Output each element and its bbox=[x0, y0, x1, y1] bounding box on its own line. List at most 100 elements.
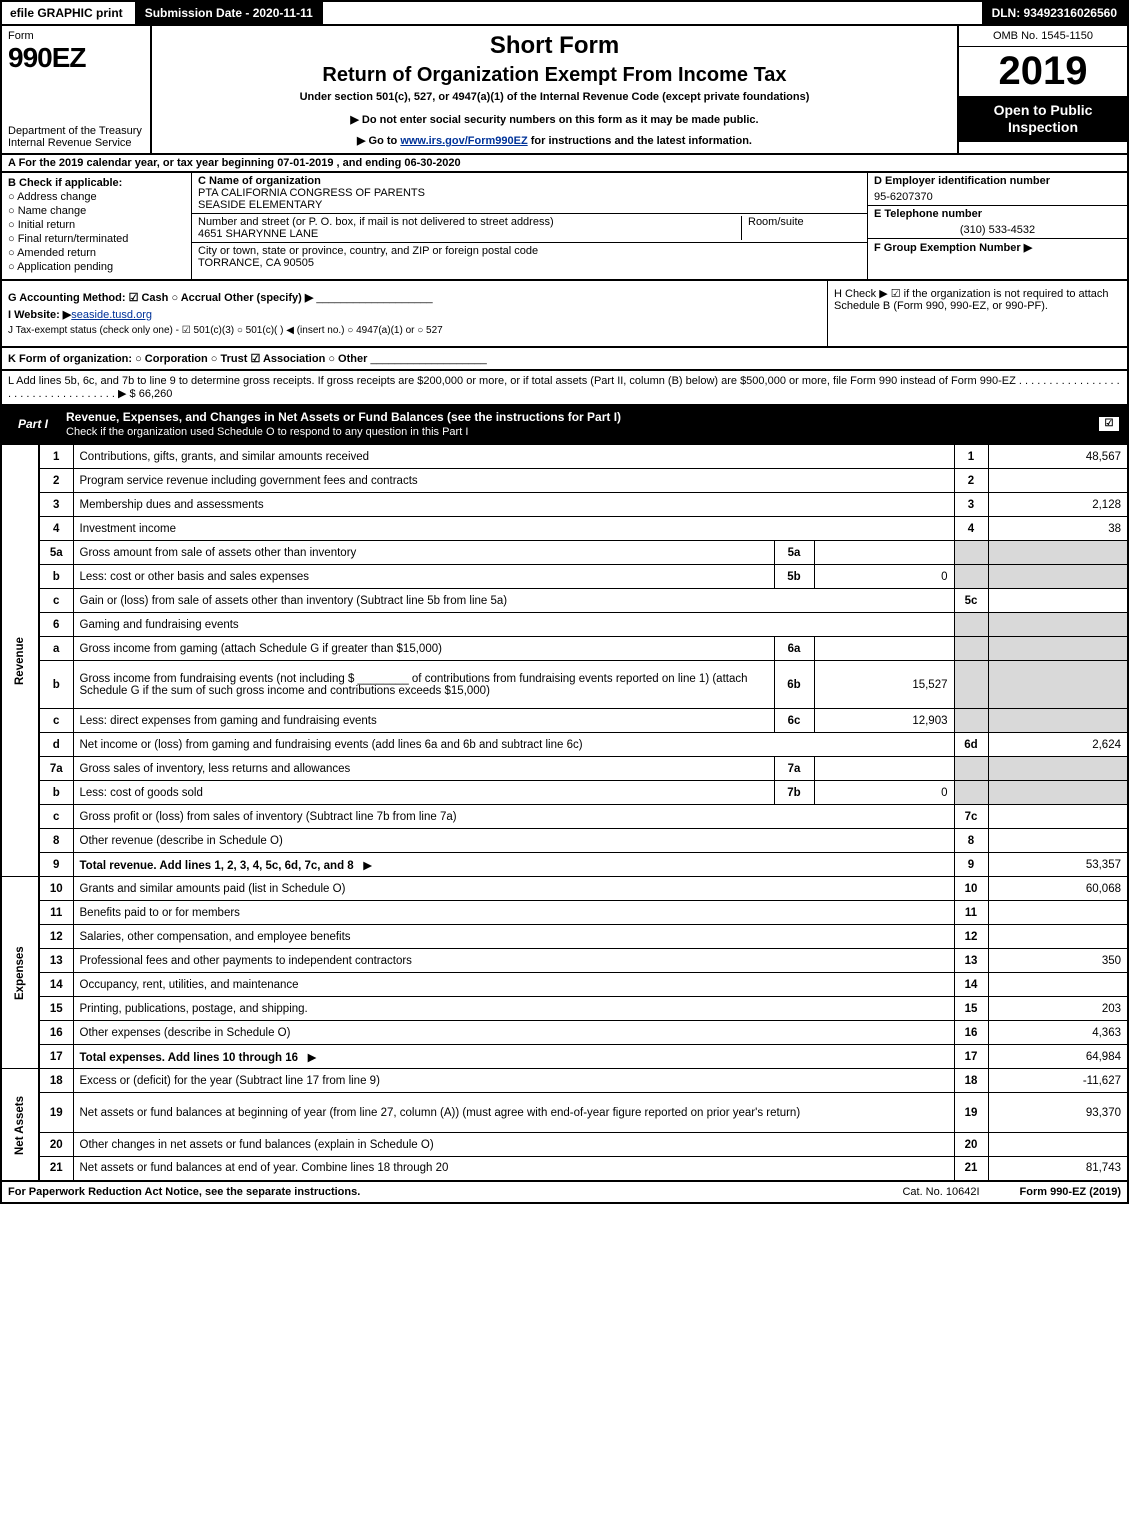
line-val: -11,627 bbox=[988, 1069, 1128, 1093]
table-row: 21 Net assets or fund balances at end of… bbox=[1, 1157, 1128, 1181]
chk-address-change[interactable]: Address change bbox=[8, 191, 185, 203]
table-row: 19 Net assets or fund balances at beginn… bbox=[1, 1093, 1128, 1133]
section-b-title: B Check if applicable: bbox=[8, 177, 185, 189]
line-num: 13 bbox=[39, 949, 73, 973]
line-desc: Gaming and fundraising events bbox=[73, 613, 954, 637]
line-num: 3 bbox=[39, 493, 73, 517]
line-desc: Other changes in net assets or fund bala… bbox=[73, 1133, 954, 1157]
line-j: J Tax-exempt status (check only one) - ☑… bbox=[8, 325, 821, 336]
line-val: 38 bbox=[988, 517, 1128, 541]
line-num: 20 bbox=[39, 1133, 73, 1157]
efile-label[interactable]: efile GRAPHIC print bbox=[2, 2, 131, 24]
org-name-1: PTA CALIFORNIA CONGRESS OF PARENTS bbox=[198, 187, 861, 199]
section-h: H Check ▶ ☑ if the organization is not r… bbox=[827, 281, 1127, 346]
tel-value: (310) 533-4532 bbox=[868, 222, 1127, 239]
line-desc: Investment income bbox=[73, 517, 954, 541]
chk-final-return[interactable]: Final return/terminated bbox=[8, 233, 185, 245]
chk-application-pending[interactable]: Application pending bbox=[8, 261, 185, 273]
line-rnum: 4 bbox=[954, 517, 988, 541]
line-num: 15 bbox=[39, 997, 73, 1021]
header-mid: Short Form Return of Organization Exempt… bbox=[152, 26, 957, 153]
line-desc: Excess or (deficit) for the year (Subtra… bbox=[73, 1069, 954, 1093]
under-section: Under section 501(c), 527, or 4947(a)(1)… bbox=[162, 91, 947, 103]
table-row: a Gross income from gaming (attach Sched… bbox=[1, 637, 1128, 661]
group-exemption-text: F Group Exemption Number ▶ bbox=[874, 242, 1032, 254]
line-desc: Net assets or fund balances at beginning… bbox=[73, 1093, 954, 1133]
line-desc: Occupancy, rent, utilities, and maintena… bbox=[73, 973, 954, 997]
ein-label: D Employer identification number bbox=[868, 173, 1127, 189]
line-rnum: 15 bbox=[954, 997, 988, 1021]
table-row: 17 Total expenses. Add lines 10 through … bbox=[1, 1045, 1128, 1069]
sidelabel-netassets: Net Assets bbox=[1, 1069, 39, 1181]
chk-amended-return[interactable]: Amended return bbox=[8, 247, 185, 259]
line-desc: Other expenses (describe in Schedule O) bbox=[73, 1021, 954, 1045]
line-shade bbox=[988, 541, 1128, 565]
line-num: 4 bbox=[39, 517, 73, 541]
city-label: City or town, state or province, country… bbox=[198, 245, 861, 257]
tel-label-text: E Telephone number bbox=[874, 208, 982, 220]
return-title: Return of Organization Exempt From Incom… bbox=[162, 64, 947, 87]
table-row: 2 Program service revenue including gove… bbox=[1, 469, 1128, 493]
part1-title: Revenue, Expenses, and Changes in Net As… bbox=[66, 410, 1099, 438]
table-row: 8 Other revenue (describe in Schedule O)… bbox=[1, 829, 1128, 853]
section-b: B Check if applicable: Address change Na… bbox=[2, 173, 192, 279]
line-rnum: 17 bbox=[954, 1045, 988, 1069]
line-rnum: 13 bbox=[954, 949, 988, 973]
line-num: 12 bbox=[39, 925, 73, 949]
line-shade bbox=[988, 637, 1128, 661]
line-rnum: 12 bbox=[954, 925, 988, 949]
table-row: d Net income or (loss) from gaming and f… bbox=[1, 733, 1128, 757]
line-num: a bbox=[39, 637, 73, 661]
goto-post: for instructions and the latest informat… bbox=[528, 135, 752, 147]
footer-cat: Cat. No. 10642I bbox=[902, 1186, 979, 1198]
table-row: 6 Gaming and fundraising events bbox=[1, 613, 1128, 637]
line-rnum: 16 bbox=[954, 1021, 988, 1045]
line-val bbox=[988, 805, 1128, 829]
lines-table: Revenue 1 Contributions, gifts, grants, … bbox=[0, 444, 1129, 1182]
goto-line: ▶ Go to www.irs.gov/Form990EZ for instru… bbox=[162, 134, 947, 147]
chk-name-change[interactable]: Name change bbox=[8, 205, 185, 217]
line-rnum: 21 bbox=[954, 1157, 988, 1181]
address-label: Number and street (or P. O. box, if mail… bbox=[198, 216, 741, 228]
sidelabel-expenses: Expenses bbox=[1, 877, 39, 1069]
line-shade bbox=[954, 757, 988, 781]
line-desc: Membership dues and assessments bbox=[73, 493, 954, 517]
line-shade bbox=[954, 613, 988, 637]
line-desc: Total expenses. Add lines 10 through 16 … bbox=[73, 1045, 954, 1069]
table-row: 11 Benefits paid to or for members 11 bbox=[1, 901, 1128, 925]
line-num: b bbox=[39, 565, 73, 589]
address-row: Number and street (or P. O. box, if mail… bbox=[192, 214, 867, 243]
omb-number: OMB No. 1545-1150 bbox=[959, 26, 1127, 47]
top-bar: efile GRAPHIC print Submission Date - 20… bbox=[0, 0, 1129, 26]
line-sub: 5b bbox=[774, 565, 814, 589]
header-right: OMB No. 1545-1150 2019 Open to Public In… bbox=[957, 26, 1127, 153]
table-row: Revenue 1 Contributions, gifts, grants, … bbox=[1, 445, 1128, 469]
line-num: 2 bbox=[39, 469, 73, 493]
table-row: b Less: cost or other basis and sales ex… bbox=[1, 565, 1128, 589]
line-shade bbox=[988, 661, 1128, 709]
line-num: 7a bbox=[39, 757, 73, 781]
table-row: Expenses 10 Grants and similar amounts p… bbox=[1, 877, 1128, 901]
part1-checkbox[interactable]: ☑ bbox=[1099, 417, 1119, 431]
website-link[interactable]: seaside.tusd.org bbox=[71, 309, 152, 321]
line-val: 64,984 bbox=[988, 1045, 1128, 1069]
tel-label: E Telephone number bbox=[868, 206, 1127, 222]
line-shade bbox=[954, 709, 988, 733]
line-rnum: 9 bbox=[954, 853, 988, 877]
line-val bbox=[988, 925, 1128, 949]
line-i: I Website: ▶seaside.tusd.org bbox=[8, 308, 821, 321]
table-row: 20 Other changes in net assets or fund b… bbox=[1, 1133, 1128, 1157]
section-gijh: G Accounting Method: ☑ Cash ○ Accrual Ot… bbox=[0, 281, 1129, 348]
line-rnum: 8 bbox=[954, 829, 988, 853]
line-val: 2,128 bbox=[988, 493, 1128, 517]
row-k: K Form of organization: ○ Corporation ○ … bbox=[0, 348, 1129, 371]
line-subval: 0 bbox=[814, 781, 954, 805]
table-row: 16 Other expenses (describe in Schedule … bbox=[1, 1021, 1128, 1045]
line-desc: Less: direct expenses from gaming and fu… bbox=[73, 709, 774, 733]
chk-initial-return[interactable]: Initial return bbox=[8, 219, 185, 231]
irs-link[interactable]: www.irs.gov/Form990EZ bbox=[400, 135, 527, 147]
line-sub: 7b bbox=[774, 781, 814, 805]
line-num: 17 bbox=[39, 1045, 73, 1069]
line-num: 8 bbox=[39, 829, 73, 853]
line-rnum: 6d bbox=[954, 733, 988, 757]
